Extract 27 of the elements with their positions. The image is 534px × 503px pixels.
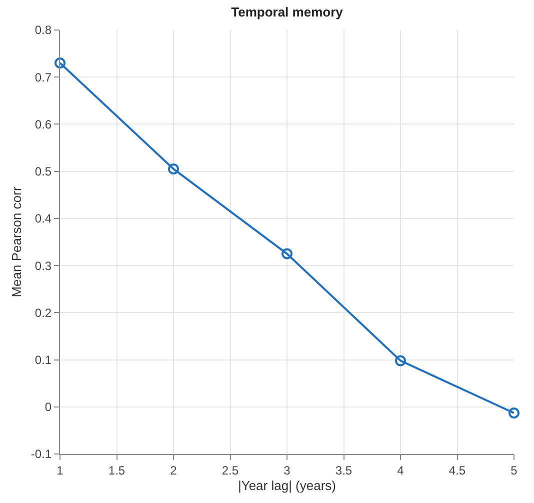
y-tick-label: 0.6 (34, 117, 52, 132)
x-tick-label: 1 (56, 463, 64, 478)
y-tick-label: 0.7 (34, 70, 52, 84)
point (54, 57, 66, 68)
x-tick-label: 3 (284, 463, 291, 478)
point (168, 163, 179, 174)
x-tick-label: 5 (510, 463, 518, 478)
x-tick-label: 4 (397, 463, 404, 478)
x-tick-label: 2 (170, 463, 178, 478)
x-tick-label: 2.5 (222, 463, 239, 478)
point (282, 248, 292, 260)
chart-title: Temporal memory (231, 4, 344, 20)
y-tick-label: 0.4 (34, 212, 52, 226)
y-tick-label: 0.1 (34, 352, 52, 367)
x-axis-title: |Year lag| (years) (238, 478, 336, 493)
y-tick-label: 0.2 (34, 306, 52, 320)
y-axis-title: Mean Pearson corr (8, 186, 24, 298)
point (395, 355, 406, 366)
x-tick-label: 3.5 (335, 463, 352, 478)
point (508, 408, 520, 419)
x-tick-label: 1.5 (108, 463, 126, 478)
y-tick-label: 0.5 (34, 164, 52, 179)
y-tick-label: 0.8 (34, 23, 52, 38)
y-tick-label: -0.1 (30, 447, 52, 462)
y-tick-label: 0 (44, 400, 52, 414)
x-tick-label: 4.5 (448, 463, 466, 478)
y-tick-label: 0.3 (34, 258, 52, 273)
